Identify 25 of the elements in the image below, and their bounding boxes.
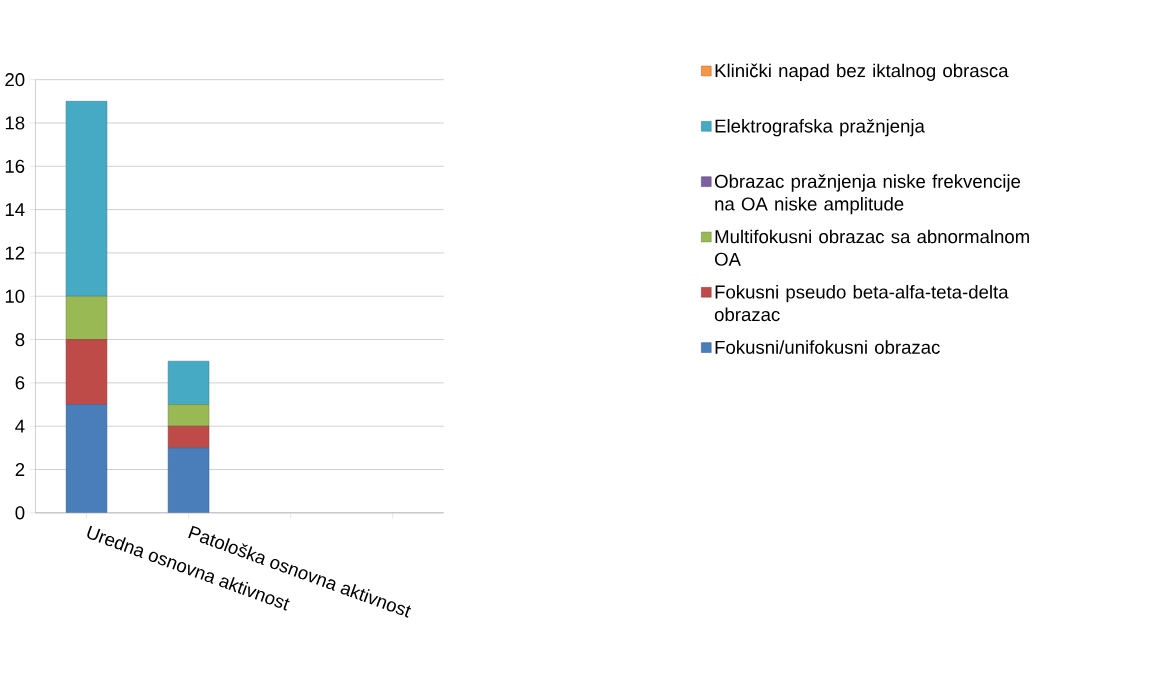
y-tick-label: 18 xyxy=(5,116,25,130)
y-tick-label: 14 xyxy=(5,203,25,216)
bar xyxy=(65,339,108,405)
y-tick-label: 2 xyxy=(15,462,25,476)
y-tick-label: 12 xyxy=(5,246,25,260)
y-tick-label: 6 xyxy=(15,376,25,390)
bar xyxy=(167,447,210,513)
bar xyxy=(65,404,108,513)
y-tick-label: 10 xyxy=(5,289,25,303)
legend-label: Multifokusni obrazac sa abnormalnom OA xyxy=(714,229,1029,266)
bar xyxy=(65,100,108,297)
y-tick-label: 4 xyxy=(15,419,25,433)
bar xyxy=(167,425,210,449)
y-tick-label: 20 xyxy=(5,73,25,87)
legend-label: Elektrografska pražnjenja xyxy=(715,118,925,137)
legend-label: Obrazac pražnjenja niske frekvencije na OA niske amplitude xyxy=(714,174,1021,215)
y-tick-label: 16 xyxy=(5,159,25,173)
y-tick-label: 8 xyxy=(15,332,25,347)
bar xyxy=(167,360,210,405)
legend-label: Fokusni pseudo beta-alfa-teta-delta obrazac xyxy=(714,284,1009,322)
legend-label: Klinički napad bez iktalnog obrasca xyxy=(715,63,1009,81)
y-tick-label: 0 xyxy=(15,506,25,520)
legend-label: Fokusni/unifokusni obrazac xyxy=(715,340,940,354)
bar xyxy=(65,295,108,340)
bar xyxy=(167,404,210,427)
